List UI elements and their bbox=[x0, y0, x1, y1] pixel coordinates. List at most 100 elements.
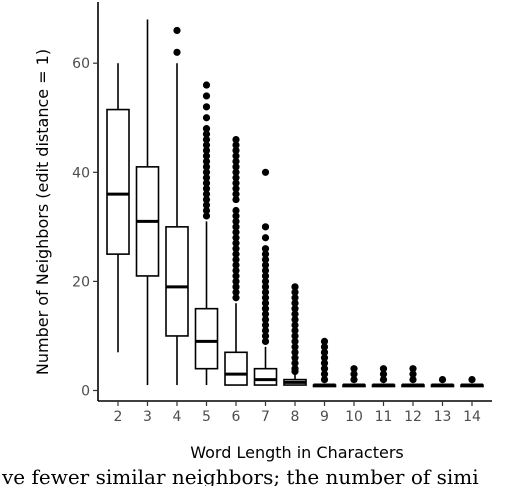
outlier-point bbox=[232, 234, 240, 242]
outlier-point bbox=[291, 315, 299, 324]
outlier-point bbox=[202, 146, 211, 155]
outlier-point bbox=[261, 321, 270, 329]
y-tick-label: 0 bbox=[81, 384, 90, 400]
outlier-point bbox=[232, 146, 240, 155]
outlier-point bbox=[202, 92, 211, 100]
outlier-point bbox=[202, 114, 211, 122]
box bbox=[194, 307, 219, 370]
x-tick-label: 6 bbox=[232, 409, 241, 425]
outlier-point bbox=[261, 315, 270, 324]
outlier-point bbox=[261, 234, 270, 242]
outlier-point bbox=[261, 310, 270, 318]
outlier-point bbox=[202, 125, 211, 133]
outlier-point bbox=[202, 185, 211, 193]
outlier-point bbox=[232, 266, 240, 275]
x-tick-label: 4 bbox=[173, 409, 182, 425]
y-tick-label: 40 bbox=[72, 165, 90, 181]
outlier-point bbox=[261, 245, 270, 253]
outlier-point bbox=[320, 348, 329, 356]
outlier-point bbox=[202, 168, 211, 176]
y-tick-label: 20 bbox=[72, 274, 90, 290]
outlier-point bbox=[320, 337, 329, 346]
outlier-point bbox=[232, 217, 240, 225]
outlier-point bbox=[202, 135, 211, 144]
outlier-point bbox=[261, 277, 270, 285]
x-tick-label: 5 bbox=[202, 409, 211, 425]
figure-caption-fragment: ve fewer similar neighbors; the number o… bbox=[2, 465, 479, 486]
box-group-13 bbox=[430, 375, 455, 388]
outlier-point bbox=[320, 359, 329, 367]
outlier-point bbox=[261, 337, 270, 346]
outlier-point bbox=[409, 375, 417, 384]
x-tick-label: 11 bbox=[375, 409, 393, 425]
outlier-point bbox=[232, 157, 240, 165]
outlier-point bbox=[291, 326, 299, 335]
x-tick-label: 14 bbox=[463, 409, 481, 425]
outlier-point bbox=[379, 365, 388, 373]
outlier-point bbox=[232, 174, 240, 182]
outlier-point bbox=[291, 343, 299, 351]
outlier-point bbox=[350, 370, 358, 378]
outlier-point bbox=[261, 288, 270, 296]
box bbox=[165, 226, 189, 337]
outlier-point bbox=[291, 348, 299, 356]
outlier-point bbox=[261, 261, 270, 269]
box bbox=[253, 367, 278, 386]
outlier-point bbox=[202, 174, 211, 182]
outlier-point bbox=[232, 141, 240, 149]
outlier-point bbox=[261, 272, 270, 280]
outlier-point bbox=[202, 201, 211, 209]
outlier-point bbox=[232, 261, 240, 269]
x-axis-title: Word Length in Characters bbox=[190, 443, 403, 462]
outlier-point bbox=[202, 212, 211, 220]
outlier-point bbox=[291, 305, 299, 313]
box-group-7 bbox=[253, 168, 278, 386]
outlier-point bbox=[350, 365, 358, 373]
box-group-11 bbox=[371, 365, 396, 388]
outlier-point bbox=[320, 370, 329, 378]
x-tick-label: 9 bbox=[320, 409, 329, 425]
outlier-point bbox=[202, 179, 211, 187]
outlier-point bbox=[232, 185, 240, 193]
outlier-point bbox=[202, 190, 211, 198]
outlier-point bbox=[350, 375, 358, 384]
outlier-point bbox=[232, 206, 240, 215]
outlier-point bbox=[232, 135, 240, 144]
outlier-point bbox=[291, 310, 299, 318]
x-tick-label: 8 bbox=[291, 409, 300, 425]
outlier-point bbox=[291, 299, 299, 307]
outlier-point bbox=[261, 326, 270, 335]
outlier-point bbox=[261, 332, 270, 340]
outlier-point bbox=[202, 103, 211, 111]
outlier-point bbox=[291, 359, 299, 367]
outlier-point bbox=[202, 130, 211, 138]
box bbox=[224, 351, 248, 386]
outlier-point bbox=[320, 375, 329, 384]
box-group-5 bbox=[194, 81, 219, 386]
outlier-point bbox=[232, 163, 240, 171]
outlier-point bbox=[291, 321, 299, 329]
outlier-point bbox=[232, 288, 240, 296]
outlier-point bbox=[438, 375, 447, 384]
x-tick-label: 10 bbox=[345, 409, 363, 425]
outlier-point bbox=[320, 365, 329, 373]
ticks: 0 20 40 60 2 3 4 5 6 7 8 9 10 11 12 13 14 bbox=[72, 56, 481, 425]
x-tick-label: 2 bbox=[114, 409, 123, 425]
outlier-point bbox=[232, 245, 240, 253]
outlier-point bbox=[232, 190, 240, 198]
outlier-point bbox=[173, 48, 181, 56]
outlier-point bbox=[261, 223, 270, 231]
outlier-point bbox=[202, 157, 211, 165]
outlier-point bbox=[261, 305, 270, 313]
outlier-point bbox=[232, 223, 240, 231]
outlier-point bbox=[202, 206, 211, 215]
boxes bbox=[106, 19, 484, 388]
outlier-point bbox=[232, 212, 240, 220]
outlier-point bbox=[320, 343, 329, 351]
x-tick-label: 7 bbox=[261, 409, 270, 425]
box-group-6 bbox=[224, 135, 248, 386]
outlier-point bbox=[291, 283, 299, 291]
outlier-point bbox=[202, 141, 211, 149]
